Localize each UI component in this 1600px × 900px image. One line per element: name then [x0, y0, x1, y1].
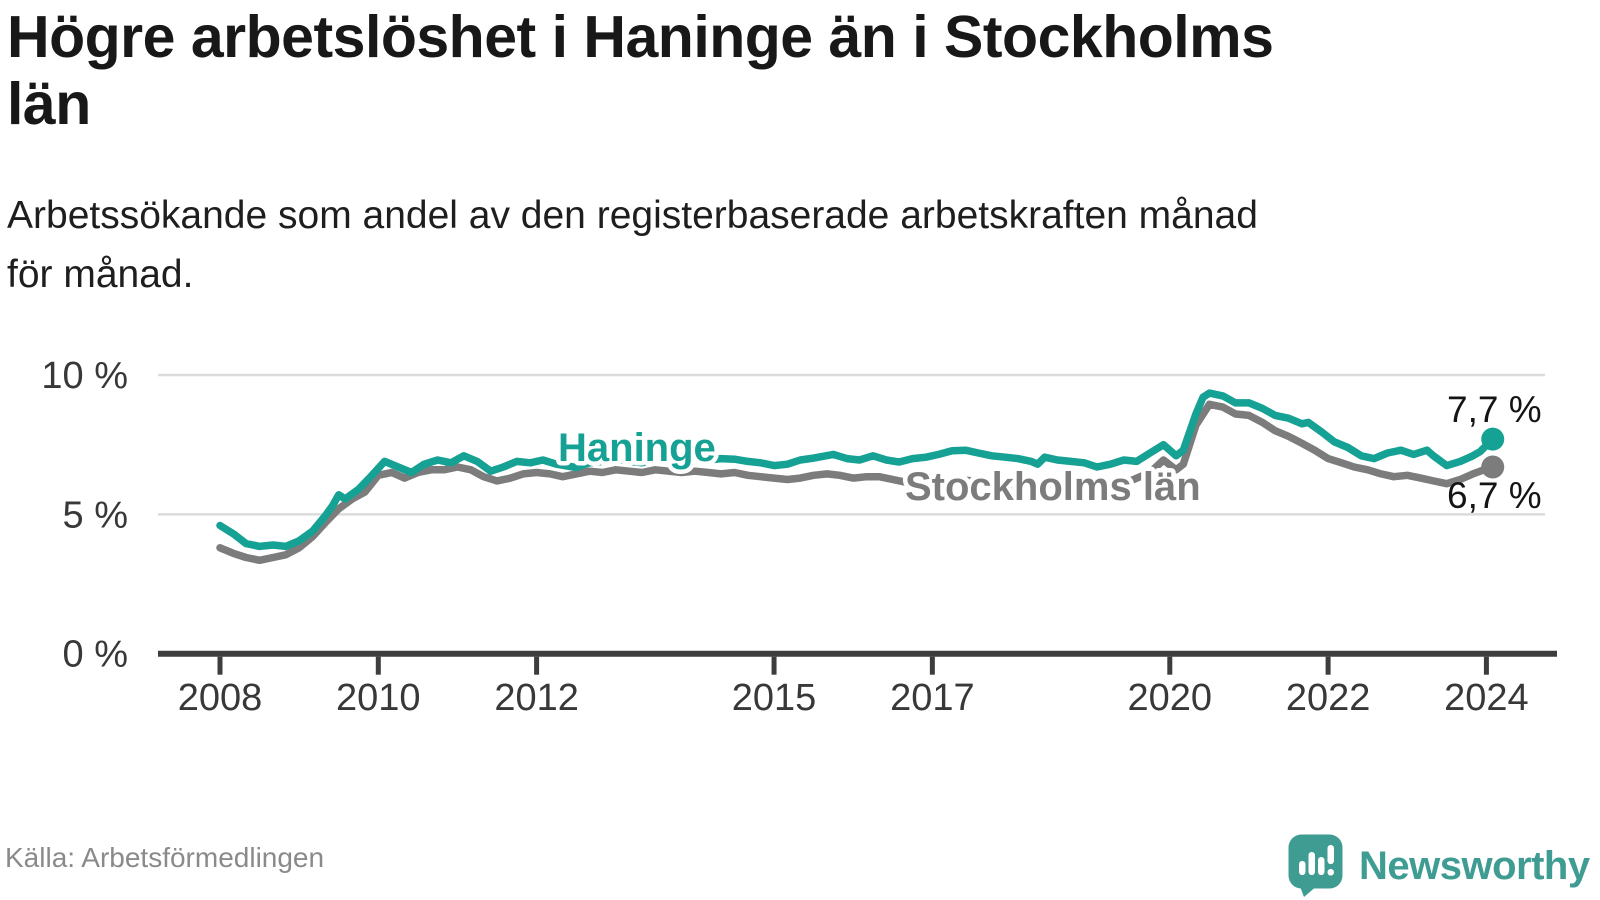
source-text: Källa: Arbetsförmedlingen [5, 842, 325, 873]
end-value-label-haninge: 7,7 % [1447, 389, 1542, 430]
end-value-label-stockholm: 6,7 % [1447, 475, 1542, 516]
y-tick-label-5: 5 % [63, 494, 128, 536]
stockholm-line [216, 400, 1497, 565]
haninge-line [216, 389, 1497, 551]
newsworthy-wordmark: Newsworthy [1359, 843, 1590, 888]
newsworthy-bubble-chart-icon [1288, 834, 1343, 897]
title-line-2: län [7, 70, 91, 137]
x-tick-label-2024: 2024 [1444, 677, 1529, 719]
x-tick-label-2008: 2008 [178, 677, 263, 719]
subtitle-line-2: för månad. [7, 253, 194, 297]
page-title: Högre arbetslöshet i Haninge än i Stockh… [7, 4, 1274, 137]
subtitle-line-1: Arbetssökande som andel av den registerb… [7, 194, 1258, 237]
x-tick-label-2015: 2015 [732, 677, 817, 719]
newsworthy-logo: Newsworthy [1288, 834, 1590, 898]
y-tick-label-0: 0 % [63, 634, 128, 676]
x-tick-label-2012: 2012 [494, 677, 579, 719]
x-tick-label-2017: 2017 [890, 677, 975, 719]
chart-subtitle: Arbetssökande som andel av den registerb… [7, 186, 1258, 305]
title-line-1: Högre arbetslöshet i Haninge än i Stockh… [7, 4, 1274, 70]
y-tick-label-10: 10 % [41, 355, 128, 397]
x-tick-label-2020: 2020 [1128, 677, 1213, 719]
series-label-haninge: Haninge [558, 426, 716, 470]
x-tick-label-2022: 2022 [1286, 677, 1371, 719]
unemployment-line-chart: 10 % 5 % 0 % 2008 2010 2012 2015 2017 2020 2022 20… [41, 355, 1557, 719]
series-label-stockholm: Stockholms län [905, 465, 1201, 509]
x-tick-label-2010: 2010 [336, 677, 421, 719]
haninge-end-dot [1481, 427, 1505, 451]
stockholm-end-dot [1481, 455, 1505, 479]
